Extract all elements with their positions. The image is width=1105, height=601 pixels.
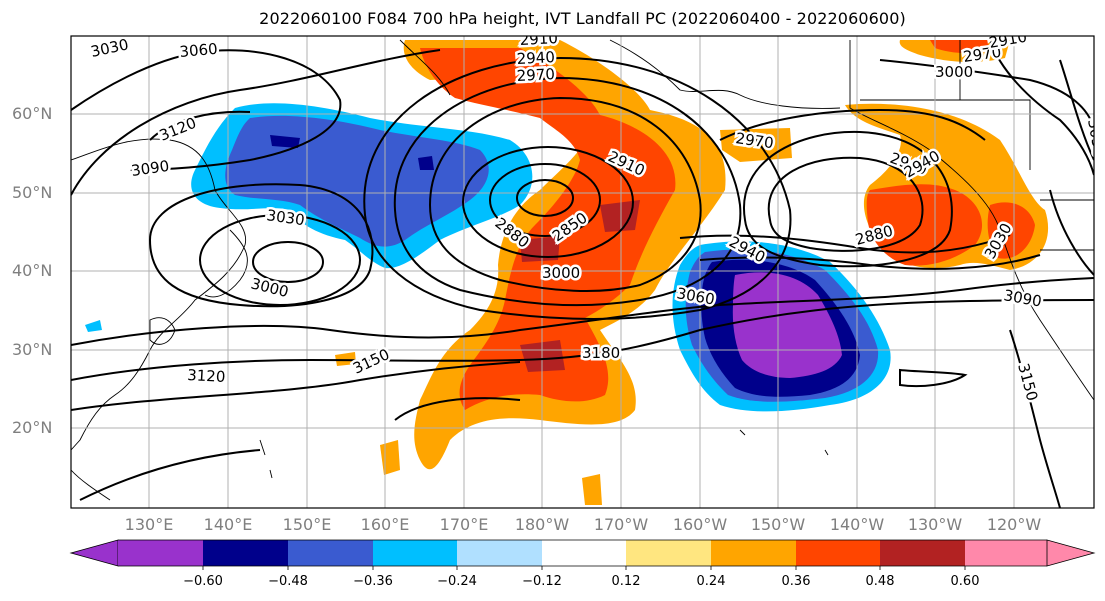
longitude-label: 170°W xyxy=(593,515,649,534)
longitude-label: 180°W xyxy=(514,515,570,534)
longitude-label: 140°W xyxy=(829,515,885,534)
colorbar-tick-label: 0.12 xyxy=(611,574,641,589)
contour-label: 3120 xyxy=(187,366,226,386)
map-title: 2022060100 F084 700 hPa height, IVT Land… xyxy=(259,9,906,28)
contour-label: 3000 xyxy=(542,264,580,282)
colorbar-tick-label: −0.60 xyxy=(183,574,223,589)
longitude-label: 150°E xyxy=(282,515,332,534)
longitude-label: 120°W xyxy=(986,515,1042,534)
colorbar-tick-label: −0.48 xyxy=(268,574,308,589)
ivt-negative-shading-east xyxy=(672,241,891,412)
colorbar-tick-label: 0.48 xyxy=(865,574,895,589)
contour-label: 3060 xyxy=(179,40,219,61)
longitude-label: 150°W xyxy=(750,515,806,534)
latitude-label: 30°N xyxy=(12,340,53,359)
colorbar-tick-label: 0.36 xyxy=(781,574,811,589)
latitude-label: 40°N xyxy=(12,261,53,280)
longitude-label: 160°E xyxy=(360,515,410,534)
contour-label: 3180 xyxy=(582,344,620,362)
longitude-label: 140°E xyxy=(203,515,253,534)
colorbar-tick-label: 0.24 xyxy=(696,574,726,589)
contour-label: 2970 xyxy=(516,65,555,85)
ivt-positive-shading-central xyxy=(335,40,726,505)
longitude-label: 160°W xyxy=(672,515,728,534)
graticule xyxy=(71,36,1094,508)
latitude-label: 20°N xyxy=(12,418,53,437)
map-frame xyxy=(70,35,1095,509)
colorbar-tick-label: 0.60 xyxy=(950,574,980,589)
longitude-label: 130°W xyxy=(907,515,963,534)
latitude-label: 50°N xyxy=(12,183,53,202)
height-contours xyxy=(71,39,1094,508)
contour-label: 2910 xyxy=(519,29,558,49)
colorbar-tick-label: −0.12 xyxy=(522,574,562,589)
colorbar-tick-label: −0.24 xyxy=(437,574,477,589)
longitude-label: 130°E xyxy=(124,515,174,534)
contour-label: 3000 xyxy=(935,63,973,81)
colorbar xyxy=(69,539,1096,570)
longitude-label: 170°E xyxy=(439,515,489,534)
latitude-label: 60°N xyxy=(12,104,53,123)
colorbar-tick-label: −0.36 xyxy=(353,574,393,589)
ivt-positive-shading-east xyxy=(720,40,1049,270)
